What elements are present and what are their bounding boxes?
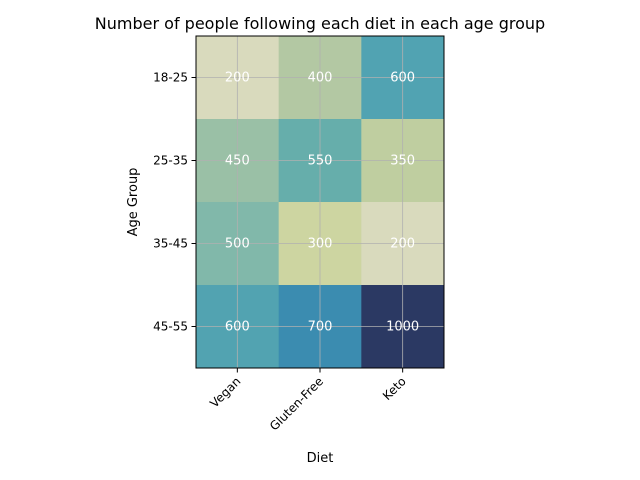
x-tick-label: Vegan (207, 374, 243, 410)
y-axis-ticks: 18-25 25-35 35-45 45-55 (153, 71, 196, 334)
cell-value-label: 200 (225, 71, 250, 86)
cell-value-label: 400 (308, 71, 333, 86)
cell-value-label: 700 (308, 320, 333, 335)
x-axis-label: Diet (307, 451, 334, 466)
cell-value-label: 350 (390, 154, 415, 169)
grid-lines (196, 36, 444, 368)
cell-value-label: 550 (308, 154, 333, 169)
y-tick-label: 25-35 (153, 154, 188, 168)
x-tick-label: Gluten-Free (267, 374, 326, 433)
y-tick-label: 18-25 (153, 71, 188, 85)
x-axis-ticks: Vegan Gluten-Free Keto (207, 368, 409, 433)
cell-value-labels: 200 400 600 450 550 350 500 300 200 600 700 1000 (225, 71, 419, 335)
cell-value-label: 300 (308, 237, 333, 252)
cell-value-label: 500 (225, 237, 250, 252)
cell-value-label: 200 (390, 237, 415, 252)
cell-value-label: 600 (390, 71, 415, 86)
y-axis-label: Age Group (126, 168, 141, 237)
cell-value-label: 600 (225, 320, 250, 335)
cell-value-label: 450 (225, 154, 250, 169)
y-tick-label: 35-45 (153, 237, 188, 251)
chart-title: Number of people following each diet in … (95, 14, 545, 33)
y-tick-label: 45-55 (153, 320, 188, 334)
x-tick-label: Keto (380, 374, 409, 403)
cell-value-label: 1000 (386, 320, 419, 335)
